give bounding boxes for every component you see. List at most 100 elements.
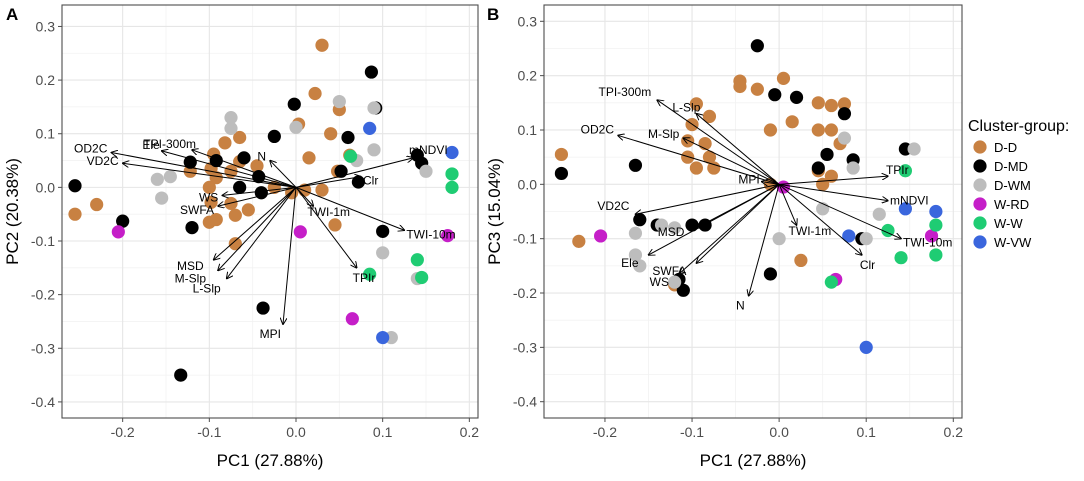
loading-arrow-tpir (295, 187, 357, 267)
point-d-d (689, 161, 703, 175)
loading-arrow-twi-10m (295, 186, 404, 230)
point-d-wm (872, 207, 886, 221)
loading-arrow-twi-1m (778, 184, 796, 225)
point-d-d (209, 171, 223, 185)
point-d-wm (859, 232, 873, 246)
panel-letter: A (6, 5, 18, 24)
point-d-wm (163, 170, 177, 184)
y-tick-label-0_20: 0.2 (36, 72, 56, 88)
loading-label-ws: WS (650, 275, 669, 289)
point-d-d (811, 123, 825, 137)
loading-arrow-od2c (618, 135, 780, 185)
plot-frame (543, 4, 963, 419)
point-d-md (287, 97, 301, 111)
loading-label-twi-10m: TWI-10m (406, 227, 455, 241)
loading-arrow-m-slp (218, 187, 297, 270)
point-d-wm (628, 226, 643, 240)
point-w-vw (859, 340, 873, 354)
point-d-md (68, 179, 82, 193)
loading-label-vd2c: VD2C (87, 154, 119, 168)
loading-arrow-l-slp (227, 187, 297, 278)
loading-label-clr: Clr (860, 258, 875, 272)
point-d-md (554, 166, 569, 181)
point-d-d (707, 161, 721, 175)
x-tick-label-m0_10: -0.1 (680, 424, 704, 440)
x-axis-title: PC1 (27.88%) (217, 451, 324, 470)
loading-label-tpi-300m: TPI-300m (143, 137, 196, 151)
point-d-d (776, 71, 791, 85)
point-d-d (324, 127, 338, 141)
point-d-d (689, 97, 703, 111)
point-w-w (445, 167, 459, 181)
loading-label-swfa: SWFA (180, 203, 214, 217)
point-d-md (789, 90, 804, 104)
point-w-rd (441, 229, 455, 243)
point-w-vw (363, 121, 377, 135)
point-d-wm (907, 142, 921, 156)
x-tick-label-0_00: 0.0 (769, 424, 789, 440)
point-w-w (898, 164, 912, 178)
y-tick-label-m0_10: -0.1 (31, 233, 55, 249)
point-d-d (308, 86, 322, 101)
point-d-d (554, 147, 569, 162)
point-d-md (763, 267, 778, 281)
point-d-d (763, 123, 778, 137)
loading-label-twi-1m: TWI-1m (307, 205, 350, 219)
point-w-vw (376, 330, 390, 345)
point-d-wm (367, 143, 381, 157)
y-tick-label-m0_40: -0.4 (31, 394, 55, 410)
point-d-wm (837, 131, 852, 145)
point-d-d (228, 208, 242, 222)
legend-label-w-rd: W-RD (994, 197, 1029, 212)
point-d-d (733, 79, 747, 94)
loading-label-msd: MSD (177, 259, 204, 273)
loading-arrow-vd2c (123, 163, 297, 188)
point-d-d (572, 234, 586, 248)
x-tick-label-0_00: 0.0 (286, 424, 306, 440)
point-d-wm (289, 120, 303, 134)
point-d-d (228, 237, 242, 251)
point-d-md (837, 107, 852, 121)
point-d-d (250, 159, 264, 173)
loading-label-l-slp: L-Slp (672, 101, 700, 115)
loading-label-m-slp: M-Slp (175, 272, 207, 286)
point-d-d (702, 109, 717, 124)
loading-arrow-vd2c (635, 183, 780, 214)
x-tick-label-m0_20: -0.2 (593, 424, 617, 440)
point-d-md (256, 301, 270, 315)
loading-label-ele: Ele (142, 138, 160, 152)
legend-label-d-md: D-MD (994, 159, 1028, 174)
point-d-md (334, 164, 348, 178)
legend-swatch-d-wm (973, 178, 987, 192)
point-d-wm (376, 246, 390, 260)
loading-label-od2c: OD2C (74, 142, 108, 156)
point-d-md (185, 220, 199, 235)
y-tick-label-0_10: 0.1 (36, 126, 56, 142)
loading-label-mpi: MPI (738, 173, 759, 187)
point-d-d (315, 38, 329, 52)
y-tick-label-0_20: 0.2 (518, 68, 538, 84)
point-d-md (685, 218, 699, 232)
y-tick-label-m0_20: -0.2 (31, 287, 55, 303)
plot-background (62, 5, 478, 418)
point-d-d (750, 82, 764, 96)
loading-label-ele: Ele (621, 256, 639, 270)
y-axis-title: PC2 (20.38%) (3, 158, 22, 265)
point-d-md (768, 88, 782, 102)
point-d-wm (150, 172, 164, 186)
panel-a: -0.2 -0.1 0.0 0.1 0.2 -0.4 -0.3 -0.2 -0.1 0.0 0.1 0… (3, 4, 479, 470)
point-d-md (376, 224, 390, 238)
legend-label-w-vw: W-VW (994, 235, 1032, 250)
loading-label-m-slp: M-Slp (648, 127, 680, 141)
legend-swatch-d-md (973, 159, 987, 173)
point-d-wm (668, 275, 682, 289)
x-tick-label-m0_20: -0.2 (111, 424, 135, 440)
point-w-w (410, 253, 424, 267)
point-d-wm (772, 232, 786, 246)
loading-arrow-clr (295, 177, 361, 188)
point-d-d (218, 136, 232, 150)
y-tick-label-m0_40: -0.4 (513, 394, 537, 410)
point-d-d (241, 203, 255, 217)
